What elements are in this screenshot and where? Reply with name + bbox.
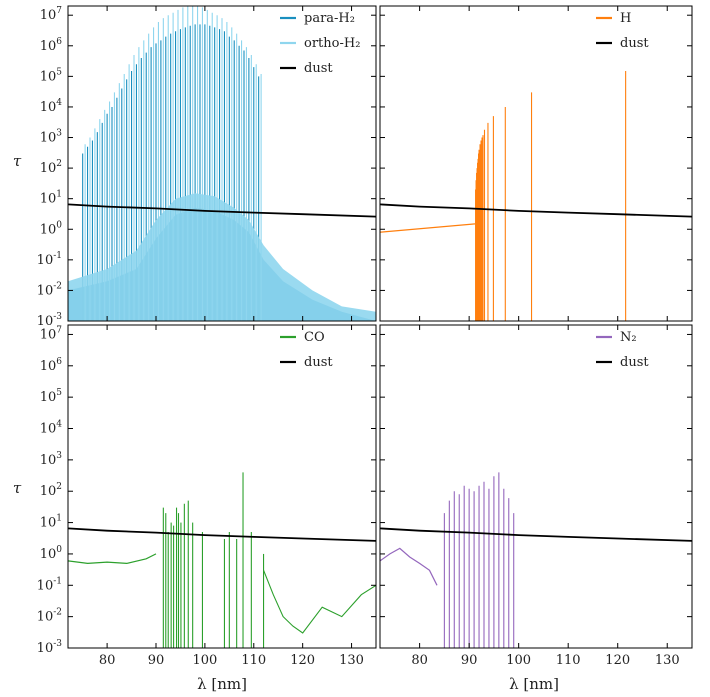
y-tick-label: 101 [40, 190, 62, 207]
legend-entry: dust [304, 355, 333, 370]
series-co-tail [263, 570, 376, 634]
y-tick-label: 100 [40, 545, 63, 562]
panel-bottom-right: 80 90 100 110 120 130 N₂ dust [379, 324, 693, 668]
legend-entry: ortho-H₂ [304, 36, 360, 51]
y-tick-label: 105 [40, 388, 63, 405]
x-axis-title-right: λ [nm] [509, 675, 559, 693]
legend-entry: dust [304, 61, 333, 76]
panels: 10-3 10-2 10-1 100 101 102 103 104 105 106 107 para… [37, 5, 693, 668]
y-tick-label: 103 [40, 451, 63, 468]
panel-frame [379, 324, 693, 649]
series-n-continuum [380, 547, 438, 586]
y-tick-label: 104 [40, 420, 63, 437]
series-h-continuum [380, 223, 476, 233]
legend-entry: dust [620, 36, 649, 51]
x-tick-label: 110 [556, 653, 581, 668]
y-tick-label: 104 [40, 98, 63, 115]
x-tick-label: 120 [290, 653, 315, 668]
y-axis-title-bottom: τ [13, 479, 22, 497]
series-dust-line [380, 527, 692, 542]
y-tick-label: 10-3 [37, 639, 63, 656]
series-dust-line [380, 203, 692, 218]
y-tick-label: 10-2 [37, 281, 62, 298]
y-tick-label: 102 [40, 482, 62, 499]
plot-area-top-left [68, 6, 376, 321]
x-tick-label: 80 [411, 653, 428, 668]
legend-entry: para-H₂ [304, 11, 355, 26]
legend-entry: N₂ [620, 330, 637, 345]
y-tick-label: 107 [40, 6, 63, 23]
y-tick-label: 101 [40, 514, 62, 531]
y-tick-label: 107 [40, 325, 63, 342]
x-tick-label: 100 [192, 653, 217, 668]
y-tick-label: 100 [40, 220, 63, 237]
x-tick-label: 120 [605, 653, 630, 668]
series-dust-line [68, 203, 376, 218]
series-dust-line [68, 527, 376, 542]
x-tick-label: 90 [148, 653, 165, 668]
plot-area-top-right [380, 70, 692, 321]
y-axis-title-top: τ [13, 152, 22, 170]
panel-bottom-left: 10-3 10-2 10-1 100 101 102 103 104 105 106 107 80 90… [37, 324, 377, 668]
panel-frame [379, 5, 693, 322]
plot-area-bottom-right [380, 472, 692, 648]
x-tick-label: 130 [655, 653, 680, 668]
y-tick-label: 106 [40, 357, 63, 374]
y-tick-label: 10-2 [37, 608, 62, 625]
x-tick-label: 130 [339, 653, 364, 668]
panel-frame [67, 324, 377, 649]
panel-frame [67, 5, 377, 322]
legend-entry: CO [304, 330, 325, 345]
y-tick-label: 10-1 [37, 251, 62, 268]
x-tick-label: 110 [241, 653, 266, 668]
plot-area-bottom-left [68, 472, 376, 648]
y-tick-label: 102 [40, 159, 62, 176]
y-tick-label: 103 [40, 129, 63, 146]
x-tick-label: 100 [506, 653, 531, 668]
x-tick-label: 90 [461, 653, 478, 668]
legend-entry: dust [620, 355, 649, 370]
y-tick-label: 105 [40, 67, 63, 84]
series-co-continuum [68, 553, 157, 565]
x-axis-title-left: λ [nm] [197, 675, 247, 693]
y-tick-label: 106 [40, 37, 63, 54]
y-tick-label: 10-1 [37, 576, 62, 593]
legend-entry: H [620, 11, 631, 26]
x-tick-label: 80 [99, 653, 116, 668]
